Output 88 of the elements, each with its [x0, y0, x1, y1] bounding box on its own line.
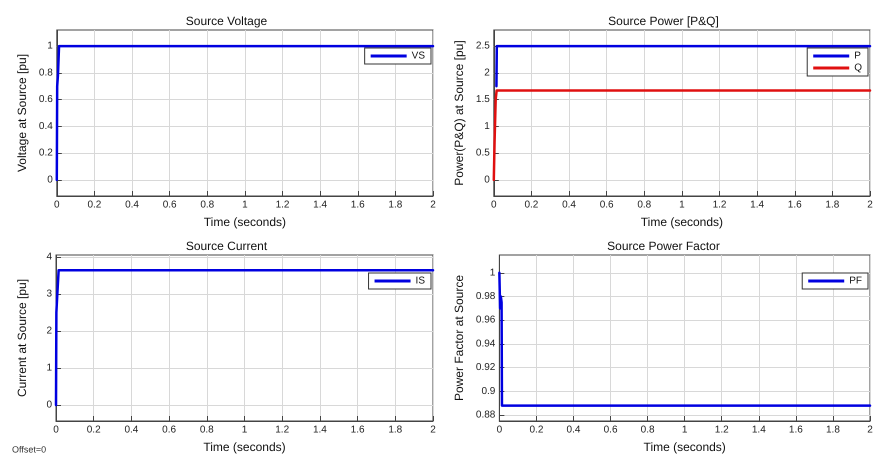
y-tick-label: 3 [46, 288, 52, 300]
x-tick-label: 0.6 [604, 424, 618, 436]
x-tick-label: 1 [679, 200, 686, 210]
x-tick-label: 0.4 [125, 200, 140, 210]
x-tick-label: 1.2 [712, 200, 727, 210]
legend-label: PF [849, 276, 862, 286]
x-tick-label: 1.2 [714, 424, 730, 436]
x-axis-title: Time (seconds) [204, 215, 286, 229]
legend-label: VS [412, 50, 426, 62]
chart-title: Source Current [186, 239, 268, 253]
x-tick-label: 1 [682, 424, 688, 436]
y-tick-label: 0 [46, 400, 52, 411]
y-axis-title: Current at Source [pu] [15, 278, 29, 398]
x-tick-label: 1.4 [750, 200, 765, 210]
y-tick-label: 1 [484, 120, 490, 132]
x-tick-label: 0.4 [124, 424, 139, 436]
y-tick-label: 2 [484, 67, 490, 78]
x-tick-label: 0.2 [529, 424, 544, 436]
line-series [498, 272, 872, 407]
x-tick-label: 1.6 [350, 424, 365, 436]
x-tick-label: 1 [242, 424, 248, 436]
y-tick-label: 2 [46, 325, 52, 336]
y-tick-label: 0.94 [476, 338, 496, 350]
chart-title: Source Voltage [186, 14, 268, 28]
x-tick-label: 0.2 [87, 200, 102, 210]
legend-label: IS [416, 276, 426, 286]
line-series [56, 44, 434, 182]
x-axis-title: Time (seconds) [640, 215, 724, 229]
x-tick-label: 2 [867, 200, 874, 210]
x-tick-label: 1.2 [275, 424, 290, 436]
x-tick-label: 1.6 [788, 424, 804, 436]
x-tick-label: 1.2 [276, 200, 290, 210]
x-tick-label: 1.6 [350, 200, 366, 210]
x-tick-label: 1 [242, 200, 248, 210]
x-tick-label: 0.6 [162, 424, 176, 436]
x-tick-label: 0.2 [524, 200, 539, 210]
x-tick-label: 2 [430, 424, 436, 436]
x-tick-label: 0.8 [637, 200, 652, 210]
y-tick-label: 1 [490, 267, 496, 278]
x-tick-label: 1.6 [788, 200, 802, 210]
y-tick-label: 0 [47, 174, 54, 186]
x-tick-label: 0.2 [86, 424, 102, 436]
x-tick-label: 0 [496, 424, 503, 436]
line-series [492, 89, 872, 182]
x-tick-label: 1.4 [313, 200, 328, 210]
y-tick-label: 0.9 [481, 386, 496, 397]
x-tick-label: 0.4 [562, 200, 576, 210]
y-tick-label: 0.4 [38, 120, 54, 132]
text: Offset=0 [12, 444, 46, 454]
line-series [54, 268, 434, 406]
y-tick-label: 2.5 [476, 40, 490, 52]
y-tick-label: 0.2 [38, 148, 54, 159]
x-tick-label: 0.8 [200, 200, 215, 210]
x-tick-label: 0.8 [200, 424, 214, 436]
y-tick-label: 0.88 [476, 410, 496, 421]
y-tick-label: 0.96 [476, 314, 496, 326]
y-tick-label: 0.92 [476, 362, 496, 374]
x-tick-label: 0 [54, 200, 60, 210]
x-tick-label: 2 [430, 200, 436, 210]
y-axis-title: Power(P&Q) at Source [pu] [452, 40, 466, 186]
chart-title: Source Power [P&Q] [608, 14, 719, 28]
y-axis-title: Voltage at Source [pu] [15, 54, 29, 172]
y-tick-label: 1.5 [476, 94, 490, 106]
x-tick-label: 1.4 [752, 424, 766, 436]
x-axis-title: Time (seconds) [644, 440, 726, 454]
y-axis-title: Power Factor at Source [452, 274, 466, 402]
x-tick-label: 2 [867, 424, 874, 436]
x-tick-label: 0.8 [640, 424, 656, 436]
x-tick-label: 1.8 [388, 424, 403, 436]
x-axis-title: Time (seconds) [203, 440, 286, 454]
legend-label: P [854, 50, 862, 62]
y-tick-label: 1 [46, 362, 52, 374]
x-tick-label: 0.6 [162, 200, 178, 210]
x-tick-label: 1.8 [388, 200, 403, 210]
x-tick-label: 0.6 [600, 200, 614, 210]
y-tick-label: 1 [47, 40, 54, 52]
x-tick-label: 1.4 [312, 424, 328, 436]
y-tick-label: 0.6 [38, 94, 54, 106]
legend-label: Q [854, 62, 862, 74]
x-tick-label: 1.8 [826, 424, 840, 436]
x-tick-label: 0.4 [566, 424, 581, 436]
x-tick-label: 1.8 [825, 200, 840, 210]
chart-title: Source Power Factor [607, 239, 720, 253]
y-tick-label: 4 [46, 251, 52, 262]
y-tick-label: 0 [484, 174, 490, 186]
y-tick-label: 0.8 [38, 67, 54, 78]
y-tick-label: 0.5 [476, 148, 490, 159]
y-tick-label: 0.98 [476, 291, 496, 302]
